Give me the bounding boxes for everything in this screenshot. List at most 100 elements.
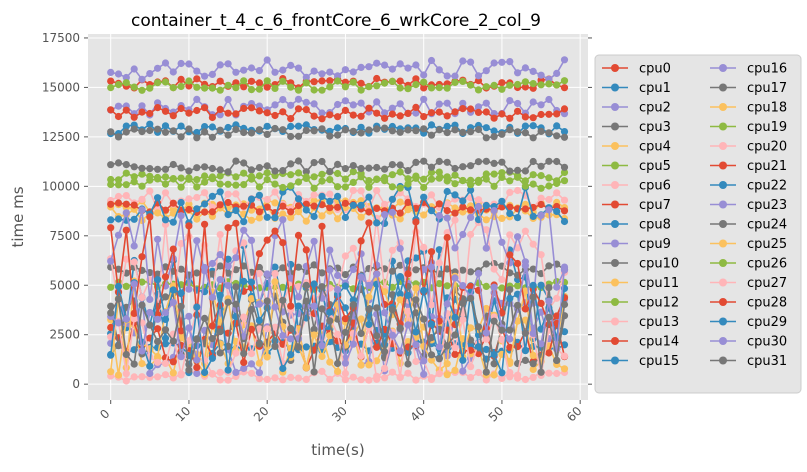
- data-point: [107, 68, 115, 76]
- data-point: [161, 122, 170, 130]
- data-point: [294, 263, 303, 271]
- data-point: [185, 222, 193, 230]
- data-point: [193, 134, 201, 142]
- data-point: [349, 78, 357, 86]
- data-point: [427, 320, 436, 328]
- data-point: [201, 123, 209, 131]
- data-point: [381, 124, 389, 132]
- data-point: [334, 286, 342, 294]
- data-point: [201, 263, 209, 272]
- data-point: [185, 312, 193, 320]
- data-point: [451, 191, 459, 199]
- data-point: [232, 283, 240, 291]
- data-point: [169, 358, 177, 366]
- data-point: [224, 281, 232, 290]
- data-point: [114, 133, 123, 141]
- data-point: [381, 109, 389, 117]
- data-point: [341, 83, 349, 91]
- data-point: [169, 160, 177, 169]
- legend-marker: [719, 142, 727, 150]
- data-point: [427, 248, 436, 256]
- legend-label: cpu17: [747, 81, 787, 96]
- legend-item: cpu13: [602, 315, 679, 330]
- data-point: [404, 206, 412, 214]
- data-point: [161, 293, 170, 301]
- data-point: [396, 373, 404, 381]
- data-point: [224, 168, 232, 176]
- data-point: [232, 181, 240, 189]
- data-point: [537, 340, 545, 348]
- data-point: [357, 99, 365, 107]
- data-point: [459, 356, 467, 364]
- data-point: [435, 108, 443, 116]
- data-point: [349, 127, 357, 135]
- data-point: [122, 169, 130, 177]
- data-point: [130, 309, 138, 317]
- data-point: [271, 270, 279, 278]
- data-point: [545, 195, 553, 204]
- data-point: [537, 110, 545, 119]
- data-point: [420, 342, 428, 350]
- data-point: [334, 100, 342, 109]
- data-point: [357, 376, 365, 384]
- data-point: [326, 246, 334, 254]
- data-point: [138, 360, 146, 368]
- data-point: [302, 173, 310, 181]
- legend-label: cpu31: [747, 354, 787, 369]
- data-point: [514, 301, 522, 309]
- data-point: [224, 224, 232, 232]
- legend-item: cpu31: [710, 354, 787, 369]
- data-point: [138, 253, 146, 261]
- data-point: [294, 95, 303, 103]
- data-point: [560, 105, 569, 113]
- data-point: [232, 206, 240, 215]
- data-point: [232, 68, 240, 76]
- data-point: [263, 297, 271, 305]
- legend-item: cpu27: [710, 276, 787, 291]
- data-point: [341, 213, 349, 222]
- data-point: [247, 172, 256, 181]
- data-point: [318, 222, 326, 230]
- legend-marker: [611, 317, 619, 326]
- data-point: [341, 282, 349, 290]
- data-point: [498, 79, 506, 87]
- data-point: [467, 206, 475, 214]
- data-point: [341, 126, 349, 134]
- data-point: [514, 80, 522, 89]
- data-point: [427, 109, 436, 117]
- data-point: [365, 376, 373, 384]
- data-point: [443, 207, 451, 215]
- data-point: [373, 82, 381, 90]
- data-point: [208, 173, 216, 181]
- data-point: [294, 132, 303, 140]
- data-point: [271, 124, 279, 133]
- data-point: [490, 114, 498, 122]
- data-point: [122, 128, 130, 136]
- data-point: [294, 122, 303, 130]
- data-point: [404, 64, 412, 72]
- data-point: [506, 81, 514, 89]
- legend-marker: [611, 278, 619, 287]
- legend-marker: [611, 103, 619, 111]
- legend-label: cpu1: [639, 81, 671, 96]
- data-point: [388, 183, 396, 191]
- data-point: [412, 328, 420, 336]
- data-point: [310, 67, 318, 75]
- data-point: [498, 130, 506, 138]
- data-point: [341, 304, 349, 312]
- legend-marker: [719, 298, 727, 306]
- data-point: [498, 58, 506, 66]
- data-point: [247, 195, 256, 203]
- data-point: [443, 371, 451, 379]
- data-point: [193, 83, 201, 91]
- data-point: [357, 237, 365, 245]
- data-point: [177, 82, 185, 91]
- data-point: [514, 99, 522, 108]
- data-point: [498, 369, 506, 377]
- data-point: [177, 332, 185, 340]
- data-point: [240, 181, 248, 189]
- data-point: [201, 208, 209, 216]
- data-point: [537, 184, 545, 192]
- data-point: [560, 177, 569, 185]
- legend-marker: [719, 103, 727, 111]
